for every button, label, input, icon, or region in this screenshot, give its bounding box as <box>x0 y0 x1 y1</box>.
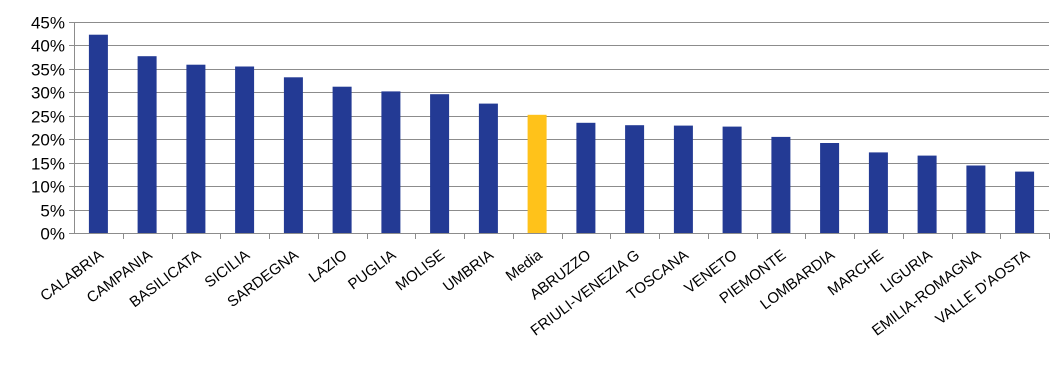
y-tick-label: 35% <box>31 61 65 80</box>
bar <box>381 91 401 234</box>
y-tick-label: 45% <box>31 14 65 33</box>
x-tick-label: MARCHE <box>825 247 887 300</box>
y-tick-label: 10% <box>31 178 65 197</box>
y-tick-label: 25% <box>31 108 65 127</box>
y-tick-label: 5% <box>40 202 65 221</box>
y-tick-label: 20% <box>31 131 65 150</box>
bar <box>673 125 693 233</box>
bar <box>283 77 303 233</box>
bar <box>332 86 352 233</box>
y-tick-labels: 0% 5% 10% 15% 20% 25% 30% 35% 40% 45% <box>31 14 65 244</box>
bar <box>137 56 157 234</box>
bar <box>625 125 645 233</box>
bar <box>917 155 937 233</box>
y-tick-label: 30% <box>31 84 65 103</box>
bar <box>430 94 450 233</box>
y-tick-label: 15% <box>31 155 65 174</box>
bars <box>88 34 1035 234</box>
bar <box>771 136 791 233</box>
bar <box>868 152 888 233</box>
gridlines <box>69 22 1049 234</box>
x-tick-label: LAZIO <box>306 247 351 287</box>
bar <box>820 143 840 233</box>
x-tick-label: PUGLIA <box>345 247 399 294</box>
bar <box>722 126 742 233</box>
bar <box>576 122 596 233</box>
bar <box>527 114 547 233</box>
bar <box>186 64 206 233</box>
y-tick-label: 0% <box>40 225 65 244</box>
bar <box>478 103 498 233</box>
axes <box>74 22 1050 239</box>
x-tick-label: MOLISE <box>393 247 449 295</box>
bar <box>966 165 986 233</box>
bar <box>1015 171 1035 233</box>
y-tick-label: 40% <box>31 37 65 56</box>
bar <box>88 34 108 234</box>
x-tick-label: UMBRIA <box>440 247 497 296</box>
x-tick-labels: CALABRIACAMPANIABASILICATASICILIASARDEGN… <box>37 246 1033 339</box>
bar <box>235 66 255 233</box>
